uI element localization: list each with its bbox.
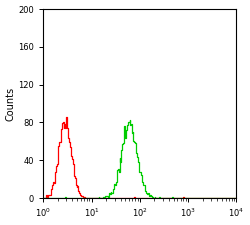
Y-axis label: Counts: Counts: [6, 86, 16, 121]
